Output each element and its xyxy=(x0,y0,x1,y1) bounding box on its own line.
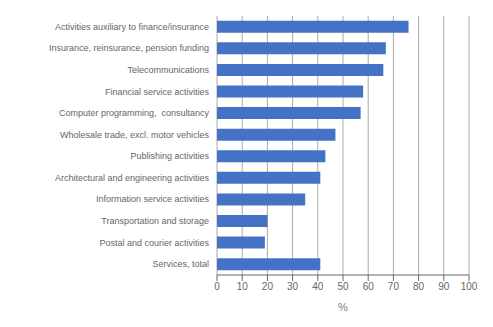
svg-text:30: 30 xyxy=(287,281,299,292)
svg-text:Services, total: Services, total xyxy=(152,259,209,269)
svg-text:0: 0 xyxy=(214,281,220,292)
svg-text:Financial service activities: Financial service activities xyxy=(105,87,210,97)
svg-text:Computer programming, consult: Computer programming, consultancy xyxy=(59,108,210,118)
svg-text:20: 20 xyxy=(262,281,274,292)
svg-text:Transportation and storage: Transportation and storage xyxy=(101,216,209,226)
svg-text:60: 60 xyxy=(363,281,375,292)
svg-text:Telecommunications: Telecommunications xyxy=(127,65,209,75)
svg-text:90: 90 xyxy=(438,281,450,292)
svg-text:%: % xyxy=(338,301,348,313)
svg-text:Activities auxiliary to financ: Activities auxiliary to finance/insuranc… xyxy=(55,22,209,32)
svg-text:Postal and courier activities: Postal and courier activities xyxy=(99,238,209,248)
svg-text:Publishing activities: Publishing activities xyxy=(130,151,209,161)
svg-text:Architectural and engineering: Architectural and engineering activities xyxy=(55,173,210,183)
svg-text:Information service activities: Information service activities xyxy=(96,194,210,204)
svg-text:10: 10 xyxy=(237,281,249,292)
svg-text:Wholesale trade, excl. motor v: Wholesale trade, excl. motor vehicles xyxy=(60,130,210,140)
svg-text:70: 70 xyxy=(388,281,400,292)
svg-text:Insurance, reinsurance, pensio: Insurance, reinsurance, pension funding xyxy=(49,43,209,53)
svg-text:50: 50 xyxy=(337,281,349,292)
svg-text:80: 80 xyxy=(413,281,425,292)
svg-text:40: 40 xyxy=(312,281,324,292)
svg-text:100: 100 xyxy=(461,281,478,292)
